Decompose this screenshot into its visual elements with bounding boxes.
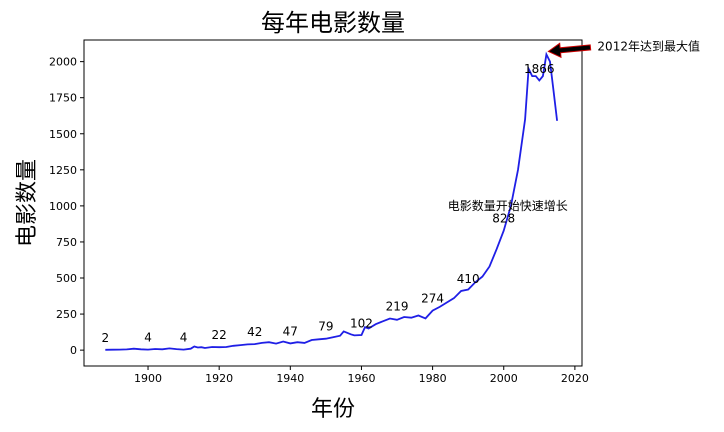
point-label: 219 [386, 300, 409, 314]
point-label: 47 [283, 324, 298, 338]
y-tick-label: 1000 [49, 200, 77, 213]
y-tick-label: 1750 [49, 92, 77, 105]
point-label: 1866 [524, 62, 555, 76]
growth-annotation: 电影数量开始快速增长 [448, 198, 568, 213]
point-label: 4 [144, 331, 152, 345]
x-axis-label: 年份 [311, 397, 355, 422]
max-annotation-text: 2012年达到最大值 [597, 38, 700, 53]
x-tick-label: 1900 [134, 372, 162, 385]
y-axis-label: 电影数量 [15, 159, 40, 247]
y-axis-ticks: 0 250 500 750 1000 1250 1500 1750 2000 [49, 56, 84, 357]
y-tick-label: 500 [56, 272, 77, 285]
point-label: 410 [457, 272, 480, 286]
y-tick-label: 1250 [49, 164, 77, 177]
x-tick-label: 1940 [276, 372, 304, 385]
plot-frame [83, 39, 583, 367]
chart-title: 每年电影数量 [261, 9, 405, 37]
y-tick-label: 250 [56, 308, 77, 321]
x-tick-label: 2020 [561, 372, 589, 385]
x-tick-label: 1920 [205, 372, 233, 385]
y-tick-label: 750 [56, 236, 77, 249]
point-label: 274 [421, 292, 444, 306]
point-label: 4 [180, 331, 188, 345]
point-label: 2 [102, 331, 110, 345]
y-tick-label: 2000 [49, 56, 77, 69]
movie-count-line [105, 51, 558, 351]
annotation-arrow [547, 42, 592, 59]
point-labels: 2 4 4 22 42 47 79 102 219 274 410 828 1866 [102, 62, 555, 345]
y-tick-label: 0 [70, 344, 77, 357]
max-annotation: 2012年达到最大值 [547, 38, 700, 59]
point-label: 42 [247, 325, 262, 339]
x-tick-label: 1980 [419, 372, 447, 385]
point-label: 102 [350, 316, 373, 330]
point-label: 22 [212, 328, 227, 342]
point-label: 79 [318, 320, 333, 334]
x-tick-label: 2000 [490, 372, 518, 385]
y-tick-label: 1500 [49, 128, 77, 141]
x-axis-ticks: 1900 1920 1940 1960 1980 2000 2020 [134, 366, 589, 385]
x-tick-label: 1960 [347, 372, 375, 385]
point-label: 828 [492, 212, 515, 226]
